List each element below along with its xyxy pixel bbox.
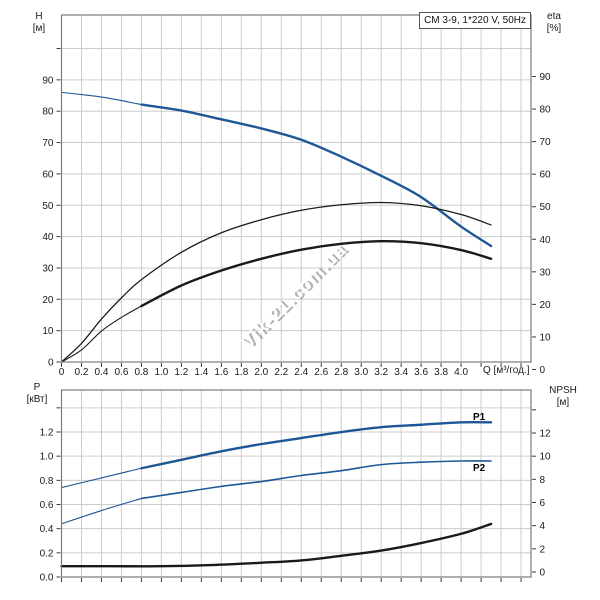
plot-border [60,389,532,578]
left-tick-label: 0 [48,358,54,369]
grid [61,390,531,577]
right-tick-label: 12 [540,429,552,440]
curves [60,420,493,568]
x-tick-label: 0.6 [114,367,128,378]
flow-axis-label: Q [м³/год.] [483,365,530,376]
x-tick-label: 0 [59,367,65,378]
left-tick-label: 1.2 [40,428,54,439]
power-axis-label: P [кВт] [18,382,56,406]
head-axis-name: H [35,11,43,22]
curve-eta [60,201,492,363]
p1-series-label: P1 [473,412,486,423]
right-tick-label: 10 [540,452,552,463]
right-tick-label: 80 [540,105,552,116]
head-axis-unit: [м] [32,23,46,34]
curve-eta2 [140,240,493,308]
x-tick-label: 3.8 [434,367,448,378]
left-tick-label: 20 [42,295,54,306]
x-tick-label: 1.0 [154,367,168,378]
npsh-axis-label: NPSH [м] [539,385,587,409]
right-tick-label: 40 [540,235,552,246]
watermark-text: Vik-21.com.ua [237,239,350,352]
curve-H [140,103,493,248]
eta-axis-name: eta [547,11,561,22]
left-tick-label: 10 [42,326,54,337]
curve-NPSH [60,522,493,568]
left-tick-label: 0.8 [40,476,54,487]
x-tick-label: 2.0 [254,367,268,378]
x-tick-label: 0.4 [95,367,109,378]
p2-series-label: P2 [473,463,486,474]
right-tick-label: 30 [540,267,552,278]
x-tick-label: 0.2 [75,367,89,378]
chart-title-box: CM 3-9, 1*220 V, 50Hz [419,12,531,29]
right-tick-label: 90 [540,72,552,83]
x-tick-label: 1.8 [234,367,248,378]
eta-axis-label: eta [%] [537,11,571,35]
plot-border [60,14,532,363]
right-tick-label: 8 [540,475,546,486]
left-tick-label: 1.0 [40,452,54,463]
left-tick-label: 0.0 [40,573,54,584]
left-tick-label: 40 [42,232,54,243]
right-tick-label: 6 [540,498,546,509]
right-tick-label: 20 [540,300,552,311]
x-tick-label: 2.2 [274,367,288,378]
curves [60,91,493,363]
right-tick-label: 0 [540,568,546,579]
x-tick-label: 3.6 [414,367,428,378]
left-tick-label: 0.4 [40,524,54,535]
left-tick-label: 90 [42,75,54,86]
curve-P1 [60,467,142,489]
x-tick-label: 2.6 [314,367,328,378]
x-tick-label: 3.4 [394,367,408,378]
right-tick-label: 0 [540,365,546,376]
right-tick-label: 2 [540,544,546,555]
power-axis-unit: [кВт] [26,394,48,405]
x-tick-label: 3.2 [374,367,388,378]
x-tick-label: 2.4 [294,367,308,378]
left-tick-label: 60 [42,169,54,180]
curve-P2 [140,460,492,500]
left-tick-label: 80 [42,107,54,118]
npsh-axis-name: NPSH [549,385,577,396]
right-tick-label: 10 [540,332,552,343]
x-tick-label: 2.8 [334,367,348,378]
head-axis-label: H [м] [24,11,54,35]
curve-P1 [140,420,493,470]
right-tick-label: 4 [540,521,546,532]
x-tick-label: 1.4 [194,367,208,378]
power-axis-name: P [33,382,41,393]
x-tick-label: 0.8 [134,367,148,378]
grid [61,15,531,362]
curve-H [60,91,142,106]
curve-eta2 [60,305,142,363]
left-tick-label: 0.2 [40,548,54,559]
left-tick-label: 30 [42,263,54,274]
x-tick-label: 4.0 [454,367,468,378]
ticks: 0.0 0.2 0.4 0.6 0.8 1.0 1.2 0 2 4 6 8 10 12 [40,407,552,584]
left-tick-label: 50 [42,201,54,212]
left-tick-label: 70 [42,138,54,149]
bottom-chart: 0.0 0.2 0.4 0.6 0.8 1.0 1.2 0 2 4 6 8 10 12 [40,389,552,584]
x-tick-label: 1.6 [214,367,228,378]
curve-P2 [60,497,142,525]
right-tick-label: 60 [540,170,552,181]
left-tick-label: 0.6 [40,500,54,511]
right-tick-label: 70 [540,137,552,148]
x-tick-label: 3.0 [354,367,368,378]
x-tick-label: 1.2 [174,367,188,378]
eta-axis-unit: [%] [546,23,562,34]
right-tick-label: 50 [540,202,552,213]
npsh-axis-unit: [м] [556,397,570,408]
